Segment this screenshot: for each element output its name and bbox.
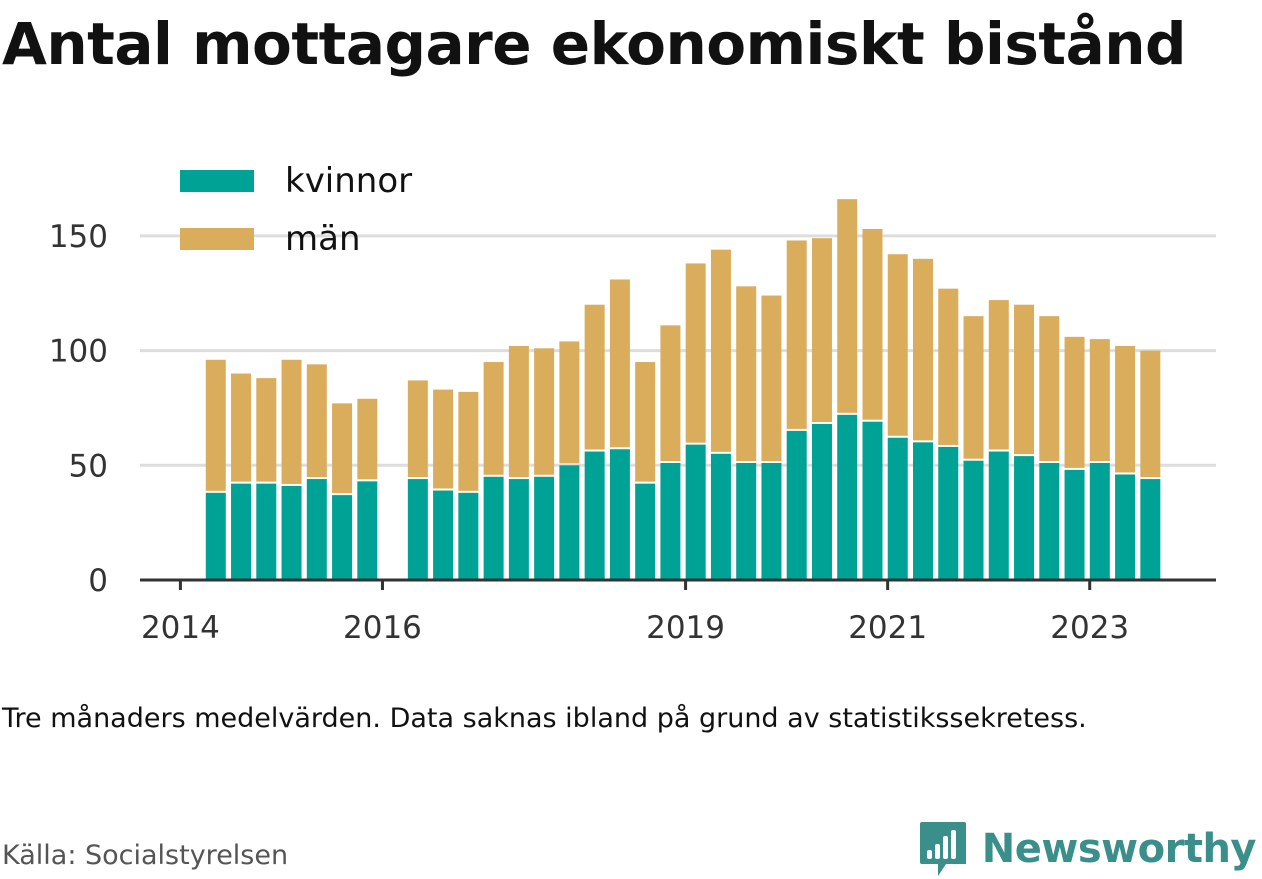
- bar-kvinnor: [332, 495, 353, 580]
- bar-man: [988, 300, 1009, 450]
- bar-kvinnor: [786, 430, 807, 580]
- bar-man: [736, 286, 757, 461]
- bar-man: [534, 348, 555, 475]
- bar-kvinnor: [862, 421, 883, 580]
- brand-name: Newsworthy: [981, 826, 1257, 872]
- bar-kvinnor: [407, 479, 428, 580]
- legend: kvinnor män: [180, 161, 412, 259]
- bar-kvinnor: [913, 442, 934, 580]
- bar-man: [1039, 316, 1060, 461]
- bar-man: [1014, 304, 1035, 455]
- bar-kvinnor: [1115, 474, 1136, 580]
- bar-kvinnor: [609, 449, 630, 580]
- bar-kvinnor: [559, 465, 580, 580]
- legend-label: män: [285, 219, 361, 259]
- y-tick-label: 50: [69, 448, 108, 484]
- bar-kvinnor: [710, 453, 731, 580]
- bar-man: [837, 199, 858, 413]
- stacked-bar-chart: 0 50 100 150 2014 2016 2019 2021 2023 kvinnor män: [49, 161, 1216, 646]
- bar-kvinnor: [1064, 469, 1085, 580]
- bar-man: [811, 238, 832, 422]
- source-text: Källa: Socialstyrelsen: [2, 840, 289, 871]
- bar-kvinnor: [205, 492, 226, 580]
- bar-kvinnor: [357, 481, 378, 580]
- bar-man: [559, 341, 580, 464]
- bar-kvinnor: [306, 479, 327, 580]
- bar-kvinnor: [938, 446, 959, 580]
- bar-man: [407, 380, 428, 478]
- bar-man: [761, 295, 782, 461]
- bar-kvinnor: [231, 483, 252, 580]
- bar-kvinnor: [534, 476, 555, 580]
- bar-man: [458, 391, 479, 491]
- bar-man: [786, 240, 807, 429]
- bar-man: [256, 378, 277, 482]
- bar-man: [483, 362, 504, 475]
- newsworthy-bar-chart-logo-icon: [919, 822, 966, 876]
- bar-man: [660, 325, 681, 461]
- x-tick-label: 2019: [646, 610, 725, 646]
- bar-kvinnor: [963, 460, 984, 580]
- bar-kvinnor: [635, 483, 656, 580]
- bar-kvinnor: [887, 437, 908, 580]
- bar-man: [433, 389, 454, 489]
- x-tick-label: 2021: [848, 610, 927, 646]
- bar-man: [281, 359, 302, 484]
- bar-kvinnor: [483, 476, 504, 580]
- y-tick-label: 100: [49, 334, 108, 370]
- bar-man: [584, 304, 605, 450]
- bar-man: [357, 398, 378, 480]
- bar-man: [306, 364, 327, 478]
- bar-man: [1064, 336, 1085, 468]
- x-tick-label: 2016: [343, 610, 422, 646]
- bar-man: [710, 249, 731, 452]
- bar-kvinnor: [508, 479, 529, 580]
- bar-kvinnor: [1140, 479, 1161, 580]
- bar-kvinnor: [761, 463, 782, 580]
- bar-kvinnor: [1039, 463, 1060, 580]
- x-tick-label: 2014: [141, 610, 220, 646]
- bar-kvinnor: [988, 451, 1009, 580]
- bar-man: [508, 346, 529, 478]
- bar-man: [205, 359, 226, 491]
- bar-man: [913, 258, 934, 441]
- y-tick-label: 0: [88, 563, 108, 599]
- bar-man: [1140, 350, 1161, 478]
- bar-man: [635, 362, 656, 482]
- bar-man: [609, 279, 630, 448]
- bar-man: [231, 373, 252, 482]
- bar-kvinnor: [685, 444, 706, 580]
- brand-logo[interactable]: Newsworthy: [918, 820, 1257, 878]
- bar-kvinnor: [281, 485, 302, 580]
- legend-label: kvinnor: [285, 161, 412, 201]
- bar-man: [963, 316, 984, 459]
- bar-kvinnor: [433, 490, 454, 580]
- legend-swatch-kvinnor: [180, 170, 254, 192]
- bar-kvinnor: [736, 463, 757, 580]
- bar-kvinnor: [584, 451, 605, 580]
- bar-man: [887, 254, 908, 436]
- bar-man: [1089, 339, 1110, 461]
- bar-kvinnor: [458, 492, 479, 580]
- x-tick-label: 2023: [1050, 610, 1129, 646]
- chart-title: Antal mottagare ekonomiskt bistånd: [2, 10, 1187, 78]
- bar-man: [862, 229, 883, 420]
- bar-kvinnor: [1014, 456, 1035, 580]
- bars: [205, 199, 1161, 580]
- bar-kvinnor: [1089, 463, 1110, 580]
- bar-kvinnor: [837, 414, 858, 580]
- bar-man: [938, 288, 959, 445]
- bar-kvinnor: [811, 424, 832, 580]
- bar-man: [1115, 346, 1136, 473]
- chart-note: Tre månaders medelvärden. Data saknas ib…: [2, 703, 1087, 734]
- legend-swatch-man: [180, 228, 254, 250]
- bar-man: [332, 403, 353, 494]
- bar-man: [685, 263, 706, 443]
- axes: 0 50 100 150 2014 2016 2019 2021 2023: [49, 219, 1216, 646]
- bar-kvinnor: [660, 463, 681, 580]
- bar-kvinnor: [256, 483, 277, 580]
- y-tick-label: 150: [49, 219, 108, 255]
